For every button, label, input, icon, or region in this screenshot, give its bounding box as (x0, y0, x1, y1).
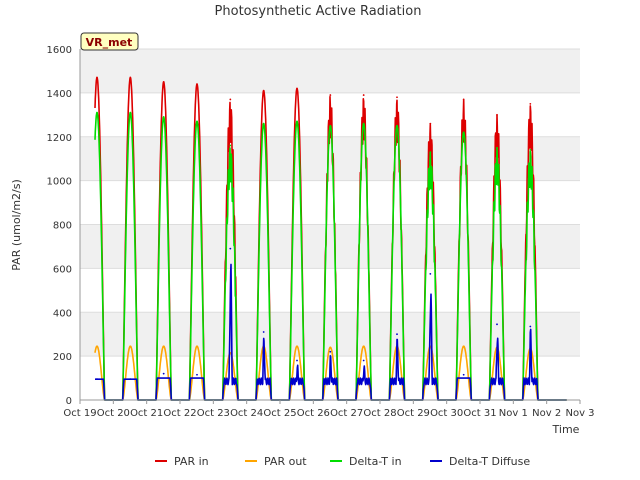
series-par-out-peak-point (296, 345, 298, 348)
series-par-in-peak-point (296, 87, 298, 90)
legend[interactable]: PAR in PAR out Delta-T in Delta-T Diffuse (155, 455, 530, 468)
series-delta-t-in-peak-point (362, 122, 365, 125)
x-tick-label: Oct 20 (97, 408, 130, 419)
series-delta-t-diffuse-peak-point (162, 372, 165, 375)
legend-delta-t-in-label: Delta-T in (349, 455, 402, 468)
series-delta-t-in-peak-point (462, 131, 465, 134)
x-tick-label: Oct 26 (297, 408, 330, 419)
series-par-in-peak-point (396, 96, 398, 99)
x-tick-label: Oct 29 (397, 408, 430, 419)
series-par-in-peak-point (229, 98, 232, 101)
legend-par-in-label: PAR in (174, 455, 209, 468)
series-par-out-peak-point (196, 345, 198, 348)
series-delta-t-diffuse-peak-point (129, 378, 132, 381)
series-delta-t-diffuse-peak-point (396, 333, 398, 336)
y-axis-label: PAR (umol/m2/s) (10, 179, 23, 271)
series-par-out-peak-point (129, 345, 132, 348)
x-tick-label: Oct 27 (330, 408, 363, 419)
plot-band (80, 312, 580, 357)
y-tick-label: 800 (53, 221, 72, 232)
series-delta-t-in-peak-point (129, 111, 132, 114)
series-delta-t-diffuse-peak-point (296, 359, 298, 362)
x-tick-label: Oct 28 (363, 408, 396, 419)
series-par-in-peak-point (96, 76, 98, 79)
plot-band (80, 224, 580, 269)
y-tick-label: 1200 (47, 133, 72, 144)
x-tick-label: Nov 2 (532, 408, 561, 419)
x-tick-label: Oct 19 (63, 408, 96, 419)
series-delta-t-diffuse-peak-point (229, 247, 232, 250)
series-delta-t-diffuse-peak-point (196, 373, 198, 376)
series-delta-t-diffuse-peak-point (362, 359, 365, 362)
x-tick-label: Oct 30 (430, 408, 463, 419)
series-delta-t-in-peak-point (196, 120, 198, 123)
series-delta-t-diffuse-peak-point (329, 350, 332, 353)
plot-band (80, 49, 580, 93)
series-delta-t-diffuse-peak-point (529, 325, 532, 328)
series-par-in-peak-point (529, 102, 532, 105)
y-tick-label: 200 (53, 352, 72, 363)
x-tick-label: Nov 3 (565, 408, 594, 419)
y-tick-label: 400 (53, 308, 72, 319)
legend-delta-t-diffuse-label: Delta-T Diffuse (449, 455, 530, 468)
series-par-in-peak-point (462, 98, 465, 101)
y-tick-label: 1400 (47, 89, 72, 100)
series-delta-t-diffuse-peak-point (96, 378, 98, 381)
series-delta-t-diffuse-peak-point (429, 272, 432, 275)
series-delta-t-in-peak-point (96, 111, 98, 114)
series-par-in-peak-point (329, 94, 332, 96)
series-par-in-peak-point (162, 81, 165, 83)
x-tick-label: Oct 23 (197, 408, 230, 419)
series-delta-t-diffuse-peak-point (462, 373, 465, 376)
series-par-out-peak-point (96, 345, 98, 348)
y-tick-label: 0 (66, 396, 72, 407)
series-par-out-peak-point (462, 345, 465, 348)
y-tick-label: 600 (53, 264, 72, 275)
x-tick-label: Nov 1 (499, 408, 528, 419)
series-delta-t-in-peak-point (229, 144, 232, 147)
site-badge: VR_met (80, 32, 139, 51)
x-tick-label: Oct 31 (463, 408, 496, 419)
series-par-in-peak-point (496, 113, 498, 116)
series-par-out-peak-point (162, 345, 165, 348)
site-badge-label: VR_met (86, 36, 133, 49)
series-delta-t-in-peak-point (162, 116, 165, 118)
series-par-in-peak-point (129, 76, 132, 79)
series-delta-t-diffuse-peak-point (262, 331, 265, 333)
series-par-out-peak-point (362, 345, 365, 348)
series-delta-t-in-peak-point (296, 120, 298, 123)
series-delta-t-in-peak-point (396, 124, 398, 127)
chart-title: Photosynthetic Active Radiation (215, 4, 422, 19)
y-tick-label: 1000 (47, 177, 72, 188)
series-delta-t-in-peak-point (262, 122, 265, 125)
x-axis-label: Time (552, 423, 580, 436)
series-par-in-peak-point (196, 83, 198, 85)
x-tick-label: Oct 22 (163, 408, 196, 419)
y-tick-label: 1600 (47, 45, 72, 56)
series-par-in-peak-point (362, 94, 365, 96)
x-tick-label: Oct 25 (263, 408, 296, 419)
series-delta-t-diffuse-peak-point (496, 323, 498, 326)
legend-par-out-label: PAR out (264, 455, 307, 468)
series-par-out-peak-point (329, 346, 332, 349)
series-delta-t-in-peak-point (329, 124, 332, 127)
site-badge-box (80, 32, 139, 51)
series-delta-t-in-peak-point (496, 146, 498, 149)
series-par-in-peak-point (429, 122, 432, 125)
series-par-in-peak-point (262, 89, 265, 92)
series-delta-t-in-peak-point (529, 149, 532, 151)
x-tick-label: Oct 24 (230, 408, 263, 419)
x-tick-label: Oct 21 (130, 408, 163, 419)
series-delta-t-in-peak-point (429, 151, 432, 154)
